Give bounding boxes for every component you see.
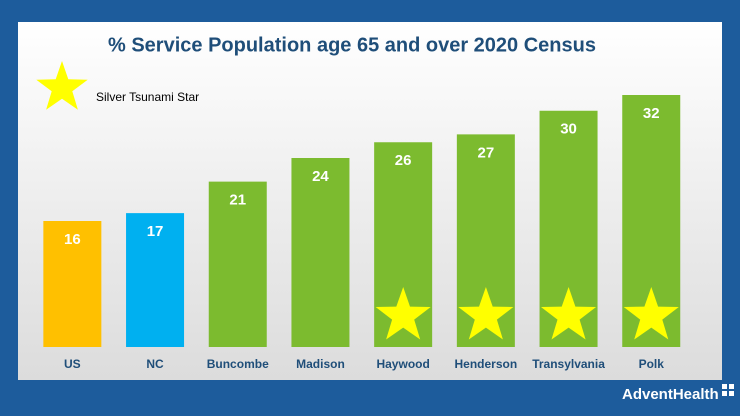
logo-icon — [722, 391, 727, 396]
star — [541, 287, 597, 340]
value-label: 32 — [643, 105, 660, 122]
value-label: 26 — [395, 152, 412, 169]
logo-icon — [722, 384, 727, 389]
x-tick-label: Henderson — [455, 357, 518, 371]
star — [458, 287, 514, 340]
value-label: 17 — [147, 223, 164, 240]
x-tick-label: Polk — [639, 357, 665, 371]
value-label: 16 — [64, 231, 81, 248]
logo-icon — [729, 384, 734, 389]
bar — [126, 213, 185, 347]
x-tick-label: US — [64, 357, 81, 371]
star — [375, 287, 431, 340]
x-tick-label: Madison — [296, 357, 345, 371]
logo-text: AdventHealth — [622, 386, 719, 403]
value-label: 21 — [229, 192, 246, 209]
value-label: 27 — [478, 144, 495, 161]
bar — [43, 221, 102, 347]
chart-title: % Service Population age 65 and over 202… — [108, 34, 596, 56]
x-tick-label: NC — [146, 357, 164, 371]
bar — [291, 158, 350, 347]
bar — [208, 181, 267, 347]
value-label: 24 — [312, 168, 329, 185]
star — [623, 287, 679, 340]
x-tick-label: Transylvania — [532, 357, 605, 371]
chart-panel — [18, 22, 722, 380]
legend-label: Silver Tsunami Star — [96, 90, 199, 104]
x-tick-label: Haywood — [376, 357, 429, 371]
legend-star — [36, 61, 88, 110]
logo: AdventHealth — [622, 384, 734, 403]
value-label: 30 — [560, 121, 577, 138]
logo-icon — [729, 391, 734, 396]
x-tick-label: Buncombe — [207, 357, 269, 371]
